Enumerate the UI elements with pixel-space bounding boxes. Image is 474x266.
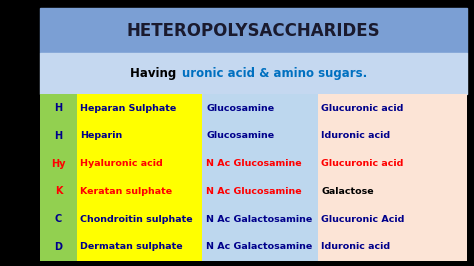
- Bar: [40, 205, 77, 233]
- Text: Glucosamine: Glucosamine: [206, 104, 274, 113]
- Bar: [202, 233, 318, 261]
- Text: Hy: Hy: [51, 159, 66, 169]
- Text: H: H: [55, 103, 63, 113]
- Text: Hyaluronic acid: Hyaluronic acid: [81, 159, 163, 168]
- Bar: [77, 205, 202, 233]
- Text: N Ac Glucosamine: N Ac Glucosamine: [206, 159, 302, 168]
- Bar: [40, 150, 77, 178]
- Text: Galactose: Galactose: [321, 187, 374, 196]
- Text: N Ac Glucosamine: N Ac Glucosamine: [206, 187, 302, 196]
- Bar: [318, 150, 467, 178]
- Bar: [318, 122, 467, 150]
- Bar: [40, 8, 467, 53]
- Bar: [318, 233, 467, 261]
- Text: Keratan sulphate: Keratan sulphate: [81, 187, 173, 196]
- Bar: [318, 178, 467, 205]
- Bar: [40, 233, 77, 261]
- Text: Heparan Sulphate: Heparan Sulphate: [81, 104, 177, 113]
- Text: Glucosamine: Glucosamine: [206, 131, 274, 140]
- Text: Heparin: Heparin: [81, 131, 123, 140]
- Bar: [40, 94, 77, 122]
- Text: D: D: [55, 242, 63, 252]
- Bar: [202, 122, 318, 150]
- Bar: [40, 53, 467, 94]
- Text: Glucuronic acid: Glucuronic acid: [321, 104, 404, 113]
- Text: Having: Having: [130, 67, 180, 80]
- Bar: [77, 150, 202, 178]
- Bar: [202, 150, 318, 178]
- Text: HETEROPOLYSACCHARIDES: HETEROPOLYSACCHARIDES: [127, 22, 381, 40]
- Bar: [202, 178, 318, 205]
- Text: Glucuronic acid: Glucuronic acid: [321, 159, 404, 168]
- Text: N Ac Galactosamine: N Ac Galactosamine: [206, 215, 312, 224]
- Bar: [202, 205, 318, 233]
- Bar: [77, 233, 202, 261]
- Bar: [318, 205, 467, 233]
- Text: H: H: [55, 131, 63, 141]
- Text: uronic acid & amino sugars.: uronic acid & amino sugars.: [182, 67, 368, 80]
- Bar: [77, 122, 202, 150]
- Bar: [40, 122, 77, 150]
- Bar: [40, 178, 77, 205]
- Text: Iduronic acid: Iduronic acid: [321, 242, 391, 251]
- Text: N Ac Galactosamine: N Ac Galactosamine: [206, 242, 312, 251]
- Text: Dermatan sulphate: Dermatan sulphate: [81, 242, 183, 251]
- Text: Glucuronic Acid: Glucuronic Acid: [321, 215, 405, 224]
- Bar: [318, 94, 467, 122]
- Text: Chondroitin sulphate: Chondroitin sulphate: [81, 215, 193, 224]
- Text: K: K: [55, 186, 62, 196]
- Bar: [77, 94, 202, 122]
- Bar: [77, 178, 202, 205]
- Text: C: C: [55, 214, 62, 224]
- Bar: [202, 94, 318, 122]
- Text: Iduronic acid: Iduronic acid: [321, 131, 391, 140]
